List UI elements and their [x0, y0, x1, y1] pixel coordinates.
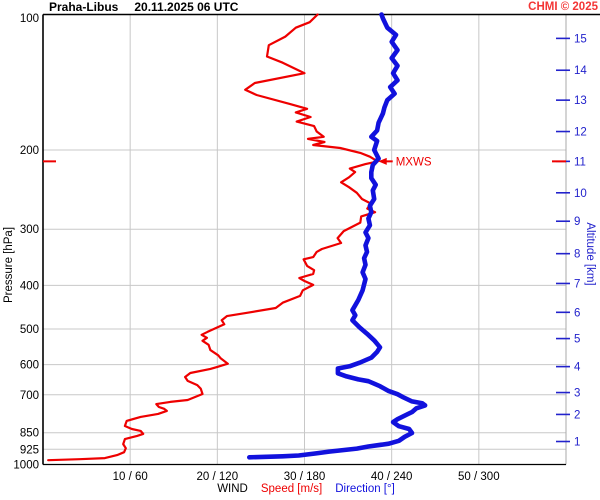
- wind-legend: WIND Speed [m/s] Direction [°]: [6, 483, 600, 495]
- pressure-tick-label: 200: [20, 145, 39, 157]
- altitude-tick-label: 10: [574, 188, 587, 200]
- wind-tick-label: 10 / 60: [113, 471, 148, 483]
- wind-tick-label: 30 / 180: [284, 471, 326, 483]
- speed-legend-label: Speed [m/s]: [260, 483, 323, 495]
- wind-tick-label: 40 / 240: [371, 471, 413, 483]
- pressure-tick-label: 850: [20, 428, 39, 440]
- pressure-tick-label: 925: [20, 444, 39, 456]
- altitude-tick-label: 5: [574, 334, 580, 346]
- pressure-axis-label: Pressure [hPa]: [3, 226, 15, 304]
- wind-speed-curve: [47, 13, 379, 462]
- wind-tick-label: 50 / 300: [458, 471, 500, 483]
- altitude-tick-label: 9: [574, 216, 580, 228]
- altitude-axis-label: Altitude [km]: [584, 222, 596, 286]
- altitude-tick-label: 8: [574, 249, 580, 261]
- sounding-datetime: 20.11.2025 06 UTC: [134, 0, 239, 14]
- altitude-tick-label: 15: [574, 33, 587, 45]
- wind-tick-label: 20 / 120: [197, 471, 239, 483]
- pressure-tick-label: 700: [20, 390, 39, 402]
- pressure-tick-label: 500: [20, 324, 39, 336]
- chart-title: Praha-Libus 20.11.2025 06 UTC: [49, 0, 238, 14]
- altitude-tick-label: 6: [574, 307, 580, 319]
- altitude-tick-label: 4: [574, 362, 581, 374]
- pressure-tick-label: 400: [20, 280, 39, 292]
- pressure-tick-label: 100: [20, 13, 39, 25]
- direction-legend-label: Direction [°]: [335, 483, 395, 495]
- pressure-tick-label: 1000: [13, 460, 39, 472]
- station-name: Praha-Libus: [49, 0, 119, 14]
- pressure-tick-label: 300: [20, 224, 39, 236]
- mxws-pointer-arrow: [378, 157, 387, 165]
- copyright-notice: CHMI © 2025: [528, 1, 598, 13]
- altitude-tick-label: 14: [574, 65, 587, 77]
- altitude-tick-label: 1: [574, 437, 580, 449]
- mxws-label: MXWS: [396, 156, 432, 168]
- altitude-tick-label: 11: [574, 156, 586, 168]
- altitude-tick-label: 2: [574, 409, 580, 421]
- altitude-tick-label: 3: [574, 388, 580, 400]
- pressure-tick-label: 600: [20, 360, 39, 372]
- altitude-tick-label: 13: [574, 95, 587, 107]
- altitude-tick-label: 12: [574, 127, 587, 139]
- altitude-tick-label: 7: [574, 278, 580, 290]
- wind-legend-title: WIND: [217, 483, 248, 495]
- wind-direction-curve: [247, 12, 428, 460]
